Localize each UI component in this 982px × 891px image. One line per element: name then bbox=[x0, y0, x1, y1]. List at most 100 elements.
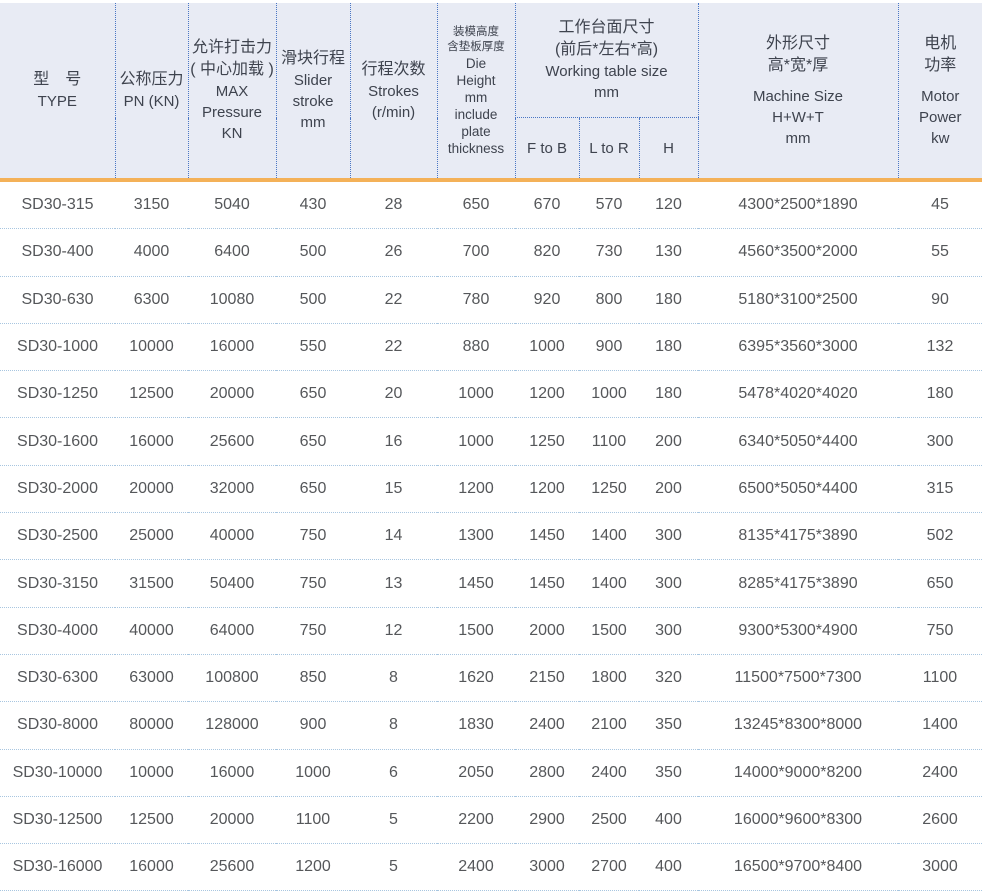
cell-f-to-b: 1450 bbox=[515, 560, 579, 607]
cell-pn: 6300 bbox=[115, 276, 188, 323]
cell-strokes: 16 bbox=[350, 418, 437, 465]
header-machine-size-zh: 外形尺寸 高*宽*厚 bbox=[699, 33, 898, 77]
cell-strokes: 12 bbox=[350, 607, 437, 654]
cell-l-to-r: 2700 bbox=[579, 844, 639, 891]
cell-strokes: 26 bbox=[350, 229, 437, 276]
cell-strokes: 28 bbox=[350, 180, 437, 229]
table-body: SD30-315 3150 5040 430 28 650 670 570 12… bbox=[0, 180, 982, 891]
cell-type: SD30-10000 bbox=[0, 749, 115, 796]
cell-h: 350 bbox=[639, 749, 698, 796]
header-motor-power-zh: 电机 功率 bbox=[899, 33, 982, 77]
cell-pn: 63000 bbox=[115, 654, 188, 701]
cell-l-to-r: 570 bbox=[579, 180, 639, 229]
cell-machine-size: 4300*2500*1890 bbox=[698, 180, 898, 229]
cell-strokes: 22 bbox=[350, 276, 437, 323]
cell-strokes: 13 bbox=[350, 560, 437, 607]
cell-motor-power: 2400 bbox=[898, 749, 982, 796]
cell-h: 400 bbox=[639, 796, 698, 843]
cell-pn: 10000 bbox=[115, 749, 188, 796]
cell-h: 200 bbox=[639, 465, 698, 512]
cell-max-pressure: 16000 bbox=[188, 323, 276, 370]
cell-type: SD30-315 bbox=[0, 180, 115, 229]
cell-max-pressure: 100800 bbox=[188, 654, 276, 701]
cell-f-to-b: 2000 bbox=[515, 607, 579, 654]
cell-machine-size: 6395*3560*3000 bbox=[698, 323, 898, 370]
cell-f-to-b: 1200 bbox=[515, 465, 579, 512]
cell-f-to-b: 3000 bbox=[515, 844, 579, 891]
cell-strokes: 6 bbox=[350, 749, 437, 796]
table-header: 型 号 TYPE 公称压力 PN (KN) 允许打击力 ( 中心加载 ) MAX… bbox=[0, 3, 982, 180]
cell-f-to-b: 2800 bbox=[515, 749, 579, 796]
cell-machine-size: 4560*3500*2000 bbox=[698, 229, 898, 276]
cell-strokes: 20 bbox=[350, 371, 437, 418]
table-row: SD30-4000 40000 64000 750 12 1500 2000 1… bbox=[0, 607, 982, 654]
cell-die-height: 650 bbox=[437, 180, 515, 229]
table-row: SD30-1600 16000 25600 650 16 1000 1250 1… bbox=[0, 418, 982, 465]
cell-machine-size: 16000*9600*8300 bbox=[698, 796, 898, 843]
table-row: SD30-2000 20000 32000 650 15 1200 1200 1… bbox=[0, 465, 982, 512]
cell-f-to-b: 2150 bbox=[515, 654, 579, 701]
cell-die-height: 1500 bbox=[437, 607, 515, 654]
table-row: SD30-400 4000 6400 500 26 700 820 730 13… bbox=[0, 229, 982, 276]
cell-f-to-b: 2400 bbox=[515, 702, 579, 749]
cell-type: SD30-6300 bbox=[0, 654, 115, 701]
cell-slider-stroke: 650 bbox=[276, 371, 350, 418]
cell-max-pressure: 50400 bbox=[188, 560, 276, 607]
header-max-pressure: 允许打击力 ( 中心加载 ) MAX Pressure KN bbox=[188, 3, 276, 180]
header-die-height-zh: 装模高度 含垫板厚度 bbox=[438, 25, 515, 55]
cell-max-pressure: 128000 bbox=[188, 702, 276, 749]
cell-strokes: 8 bbox=[350, 654, 437, 701]
table-row: SD30-6300 63000 100800 850 8 1620 2150 1… bbox=[0, 654, 982, 701]
cell-l-to-r: 1400 bbox=[579, 560, 639, 607]
cell-strokes: 5 bbox=[350, 844, 437, 891]
cell-machine-size: 5478*4020*4020 bbox=[698, 371, 898, 418]
cell-die-height: 1300 bbox=[437, 513, 515, 560]
cell-max-pressure: 6400 bbox=[188, 229, 276, 276]
cell-machine-size: 6340*5050*4400 bbox=[698, 418, 898, 465]
cell-f-to-b: 1000 bbox=[515, 323, 579, 370]
cell-motor-power: 650 bbox=[898, 560, 982, 607]
cell-machine-size: 11500*7500*7300 bbox=[698, 654, 898, 701]
cell-slider-stroke: 550 bbox=[276, 323, 350, 370]
cell-h: 300 bbox=[639, 513, 698, 560]
cell-max-pressure: 40000 bbox=[188, 513, 276, 560]
header-type: 型 号 TYPE bbox=[0, 3, 115, 180]
cell-max-pressure: 20000 bbox=[188, 371, 276, 418]
cell-strokes: 8 bbox=[350, 702, 437, 749]
header-working-table-group: 工作台面尺寸 (前后*左右*高) Working table size mm bbox=[515, 3, 698, 118]
cell-slider-stroke: 1200 bbox=[276, 844, 350, 891]
cell-slider-stroke: 500 bbox=[276, 229, 350, 276]
cell-pn: 3150 bbox=[115, 180, 188, 229]
cell-die-height: 780 bbox=[437, 276, 515, 323]
cell-motor-power: 750 bbox=[898, 607, 982, 654]
cell-motor-power: 315 bbox=[898, 465, 982, 512]
header-slider-stroke: 滑块行程 Slider stroke mm bbox=[276, 3, 350, 180]
cell-l-to-r: 2400 bbox=[579, 749, 639, 796]
table-row: SD30-1000 10000 16000 550 22 880 1000 90… bbox=[0, 323, 982, 370]
cell-die-height: 880 bbox=[437, 323, 515, 370]
cell-type: SD30-16000 bbox=[0, 844, 115, 891]
cell-type: SD30-630 bbox=[0, 276, 115, 323]
cell-type: SD30-3150 bbox=[0, 560, 115, 607]
table-row: SD30-315 3150 5040 430 28 650 670 570 12… bbox=[0, 180, 982, 229]
header-f-to-b: F to B bbox=[515, 118, 579, 181]
cell-max-pressure: 25600 bbox=[188, 418, 276, 465]
header-motor-power-en: Motor Power kw bbox=[899, 86, 982, 149]
cell-h: 200 bbox=[639, 418, 698, 465]
cell-strokes: 22 bbox=[350, 323, 437, 370]
cell-motor-power: 180 bbox=[898, 371, 982, 418]
cell-pn: 12500 bbox=[115, 796, 188, 843]
header-max-pressure-zh: 允许打击力 ( 中心加载 ) bbox=[189, 37, 276, 81]
cell-f-to-b: 1200 bbox=[515, 371, 579, 418]
header-slider-stroke-zh: 滑块行程 bbox=[277, 48, 350, 70]
cell-strokes: 14 bbox=[350, 513, 437, 560]
cell-l-to-r: 1400 bbox=[579, 513, 639, 560]
cell-l-to-r: 800 bbox=[579, 276, 639, 323]
cell-l-to-r: 1800 bbox=[579, 654, 639, 701]
cell-h: 320 bbox=[639, 654, 698, 701]
cell-machine-size: 5180*3100*2500 bbox=[698, 276, 898, 323]
cell-pn: 12500 bbox=[115, 371, 188, 418]
table-row: SD30-10000 10000 16000 1000 6 2050 2800 … bbox=[0, 749, 982, 796]
cell-slider-stroke: 650 bbox=[276, 418, 350, 465]
cell-pn: 20000 bbox=[115, 465, 188, 512]
